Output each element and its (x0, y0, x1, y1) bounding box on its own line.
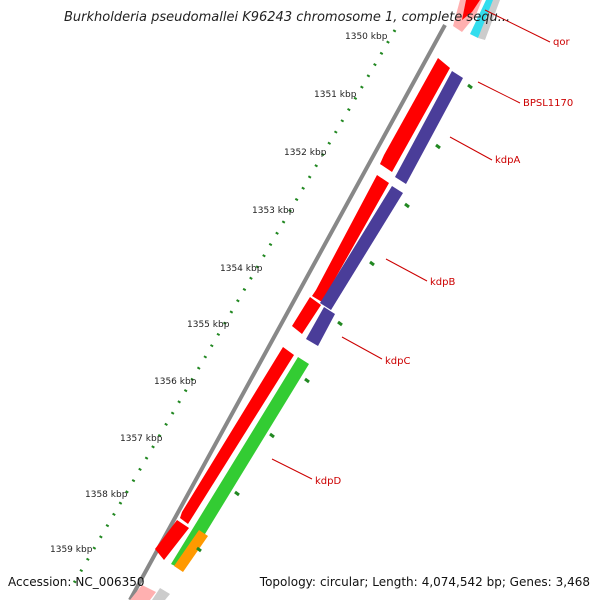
tick-mark (404, 202, 410, 209)
length-value: 4,074,542 bp (421, 575, 502, 589)
gene-label-kdpB[interactable]: kdpB (430, 277, 455, 288)
ruler-tick-label: 1353 kbp (252, 206, 295, 216)
feature-orange (174, 530, 208, 572)
genes-label: Genes: (509, 575, 552, 589)
gene-label-BPSL1170[interactable]: BPSL1170 (523, 98, 573, 109)
ruler-tick-label: 1354 kbp (220, 264, 263, 274)
gene-features (130, 58, 463, 600)
accession-value: NC_006350 (75, 575, 145, 589)
ruler-tick-label: 1350 kbp (345, 32, 388, 42)
feature-pink-bottom (130, 585, 156, 600)
backbone-line (128, 24, 447, 600)
feature-pink-top (453, 0, 482, 32)
gene-label-kdpD[interactable]: kdpD (315, 476, 341, 487)
tick-mark (369, 260, 375, 267)
tick-mark (435, 143, 441, 150)
tick-mark (467, 83, 473, 90)
separator: ; (364, 575, 373, 589)
gene-label-kdpA[interactable]: kdpA (495, 155, 520, 166)
cds-arrow-kdpD (180, 347, 294, 524)
tick-mark (269, 432, 275, 439)
gene-label-qor[interactable]: qor (553, 37, 570, 48)
gene-arrow-kdpC (306, 307, 335, 346)
gene-tick-marks (196, 83, 473, 553)
gene-label-kdpC[interactable]: kdpC (385, 356, 410, 367)
cds-arrow-kdpC (292, 297, 321, 334)
gene-arrow-kdpB (320, 186, 403, 310)
gene-arrow-kdpA (395, 71, 463, 184)
cds-arrow-kdpA (380, 58, 450, 172)
ruler-tick-label: 1356 kbp (154, 377, 197, 387)
tick-mark (304, 377, 310, 384)
separator: ; (501, 575, 510, 589)
leader-line-kdpB (385, 258, 428, 282)
feature-red-top (462, 0, 480, 20)
tick-mark (196, 546, 202, 553)
topology-value: circular (319, 575, 365, 589)
topology-label: Topology: (259, 575, 316, 589)
leader-line-kdpA (449, 136, 493, 161)
map-title: Burkholderia pseudomallei K96243 chromos… (64, 10, 511, 25)
tick-mark (337, 320, 343, 327)
leader-line-kdpD (271, 458, 313, 480)
ruler-dotted-line (68, 29, 397, 591)
ruler-tick-label: 1358 kbp (85, 490, 128, 500)
ruler-tick-label: 1355 kbp (187, 320, 230, 330)
feature-grey-bottom (152, 588, 170, 600)
gene-labels: qor BPSL1170 kdpA kdpB kdpC kdpD (271, 9, 573, 487)
leader-line-kdpC (341, 336, 383, 360)
feature-grey-top (478, 0, 500, 40)
length-label: Length: (372, 575, 418, 589)
genes-value: 3,468 (555, 575, 590, 589)
accession-label: Accession: (8, 575, 72, 589)
ruler-ticks: 1350 kbp 1351 kbp 1352 kbp 1353 kbp 1354… (50, 32, 388, 555)
sequence-summary: Topology: circular; Length: 4,074,542 bp; … (260, 575, 590, 589)
ruler-tick-label: 1352 kbp (284, 148, 327, 158)
leader-line-BPSL1170 (477, 81, 521, 104)
tick-mark (234, 490, 240, 497)
leader-line-qor (484, 9, 551, 43)
ruler-tick-label: 1359 kbp (50, 545, 93, 555)
accession-info: Accession: NC_006350 (8, 575, 145, 589)
cds-arrow-next (155, 520, 189, 560)
ruler-tick-label: 1357 kbp (120, 434, 163, 444)
top-partial-features (453, 0, 500, 40)
gene-arrow-kdpD (171, 357, 309, 570)
ruler-tick-label: 1351 kbp (314, 90, 357, 100)
cds-arrow-kdpB (312, 175, 389, 302)
